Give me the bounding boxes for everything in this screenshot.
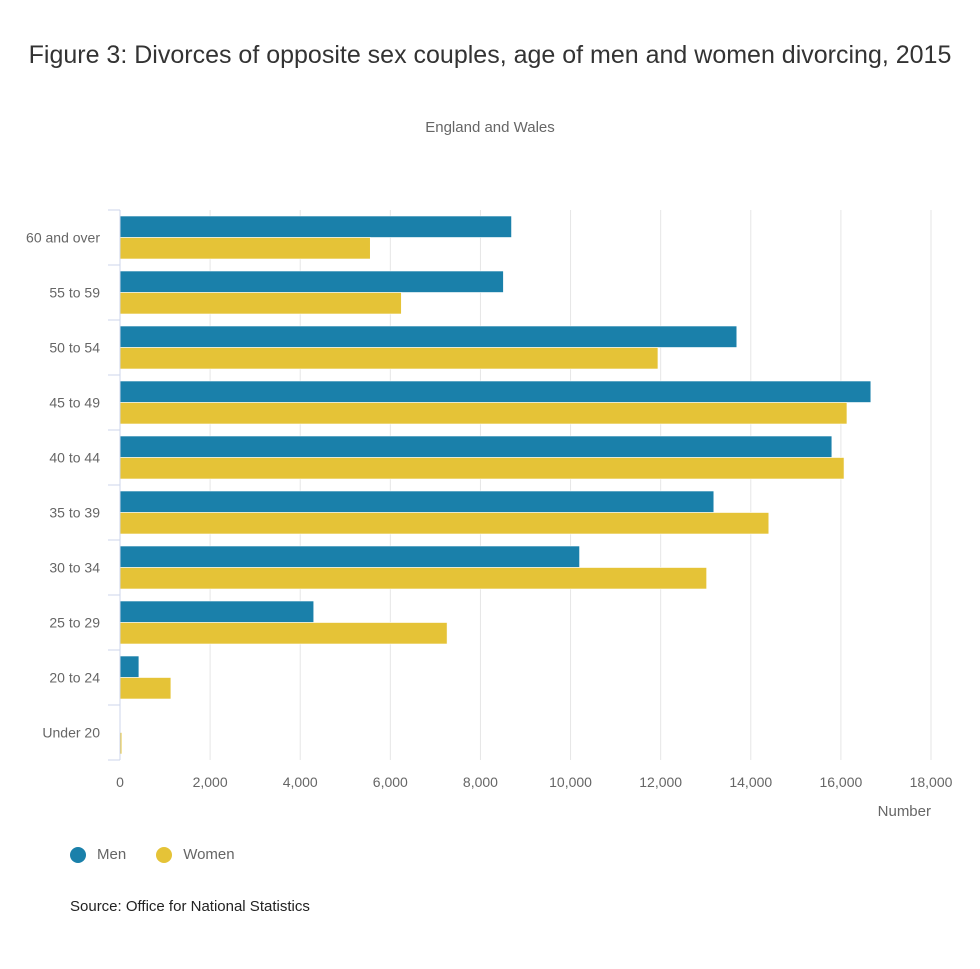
- bar-men[interactable]: [119, 380, 872, 403]
- y-tick-label: Under 20: [42, 725, 100, 741]
- bar-men[interactable]: [119, 490, 715, 513]
- y-axis: 60 and over 55 to 59 50 to 54 45 to 49 40 to…: [26, 209, 121, 761]
- legend-dot-women-icon: [156, 846, 173, 863]
- legend-item-men[interactable]: Men: [70, 846, 126, 863]
- chart-subtitle: England and Wales: [425, 119, 555, 136]
- bar-men[interactable]: [119, 600, 315, 623]
- grid-lines: [209, 210, 932, 760]
- x-tick-label: 2,000: [193, 774, 228, 790]
- source-note: Source: Office for National Statistics: [70, 898, 310, 915]
- x-axis: 0 2,000 4,000 6,000 8,000 10,000 12,000 14,000 1…: [116, 774, 953, 790]
- bars: [119, 215, 872, 755]
- x-tick-label: 12,000: [639, 774, 682, 790]
- bar-men[interactable]: [119, 655, 140, 678]
- y-tick-label: 30 to 34: [49, 560, 100, 576]
- bar-men[interactable]: [119, 270, 504, 293]
- y-tick-label: 25 to 29: [49, 615, 100, 631]
- x-tick-label: 4,000: [283, 774, 318, 790]
- x-tick-label: 14,000: [729, 774, 772, 790]
- bar-women[interactable]: [119, 237, 371, 260]
- bar-men[interactable]: [119, 545, 580, 568]
- bar-women[interactable]: [119, 567, 707, 590]
- legend: Men Women: [70, 846, 265, 863]
- y-tick-label: 50 to 54: [49, 340, 100, 356]
- bar-chart: 60 and over 55 to 59 50 to 54 45 to 49 40 to…: [26, 209, 953, 820]
- bar-women[interactable]: [119, 512, 770, 535]
- legend-item-women[interactable]: Women: [156, 846, 235, 863]
- y-tick-label: 45 to 49: [49, 395, 100, 411]
- chart-title: Figure 3: Divorces of opposite sex coupl…: [28, 41, 952, 69]
- x-tick-label: 8,000: [463, 774, 498, 790]
- x-axis-label: Number: [878, 803, 931, 820]
- x-tick-label: 6,000: [373, 774, 408, 790]
- y-tick-label: 35 to 39: [49, 505, 100, 521]
- bar-women[interactable]: [119, 347, 659, 370]
- bar-women[interactable]: [119, 292, 402, 315]
- y-tick-label: 60 and over: [26, 230, 100, 246]
- bar-women[interactable]: [119, 677, 172, 700]
- y-tick-label: 55 to 59: [49, 285, 100, 301]
- x-tick-label: 0: [116, 774, 124, 790]
- bar-men[interactable]: [119, 325, 738, 348]
- bar-women[interactable]: [119, 457, 845, 480]
- x-tick-label: 16,000: [819, 774, 862, 790]
- legend-label-men: Men: [97, 846, 127, 863]
- legend-dot-men-icon: [70, 846, 86, 863]
- y-tick-label: 40 to 44: [49, 450, 100, 466]
- x-tick-label: 18,000: [910, 774, 953, 790]
- bar-women[interactable]: [119, 402, 848, 425]
- bar-men[interactable]: [119, 215, 512, 238]
- bar-men[interactable]: [119, 435, 833, 458]
- legend-label-women: Women: [183, 846, 235, 863]
- y-tick-label: 20 to 24: [49, 670, 100, 686]
- x-tick-label: 10,000: [549, 774, 592, 790]
- bar-women[interactable]: [119, 622, 448, 645]
